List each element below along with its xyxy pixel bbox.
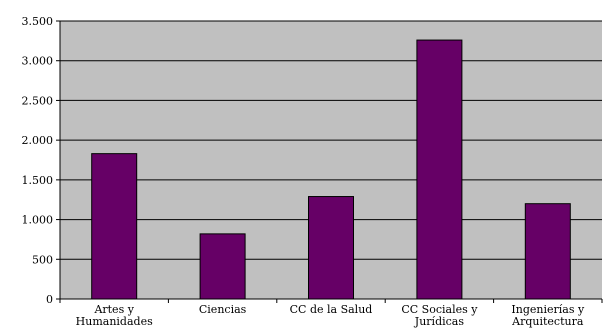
y-tick-label-0: 0 [46,293,53,306]
y-tick-label-3: 1.500 [22,174,54,187]
category-label-0: Artes y Humanidades [76,303,153,328]
y-tick-label-5: 2.500 [22,94,54,107]
y-tick-label-6: 3.000 [22,55,54,68]
y-tick-label-7: 3.500 [22,15,54,28]
bar-3 [416,39,463,300]
bar-1 [199,233,246,300]
axes [56,20,603,303]
category-label-4: Ingenierías y Arquitectura [511,303,585,328]
bar-4 [524,203,571,300]
category-label-3: CC Sociales y Jurídicas [401,303,478,328]
bar-0 [91,153,138,300]
category-label-1: Ciencias [199,303,247,316]
bar-2 [308,196,354,300]
x-category-labels: Artes y Humanidades Ciencias CC de la Salud… [76,303,585,328]
y-tick-labels: 0 500 1.000 1.500 2.000 2.500 3.000 3.500 [22,15,54,306]
y-tick-label-1: 500 [32,253,53,266]
y-tick-label-2: 1.000 [22,214,54,227]
y-tick-label-4: 2.000 [22,134,54,147]
category-label-2: CC de la Salud [290,303,373,316]
